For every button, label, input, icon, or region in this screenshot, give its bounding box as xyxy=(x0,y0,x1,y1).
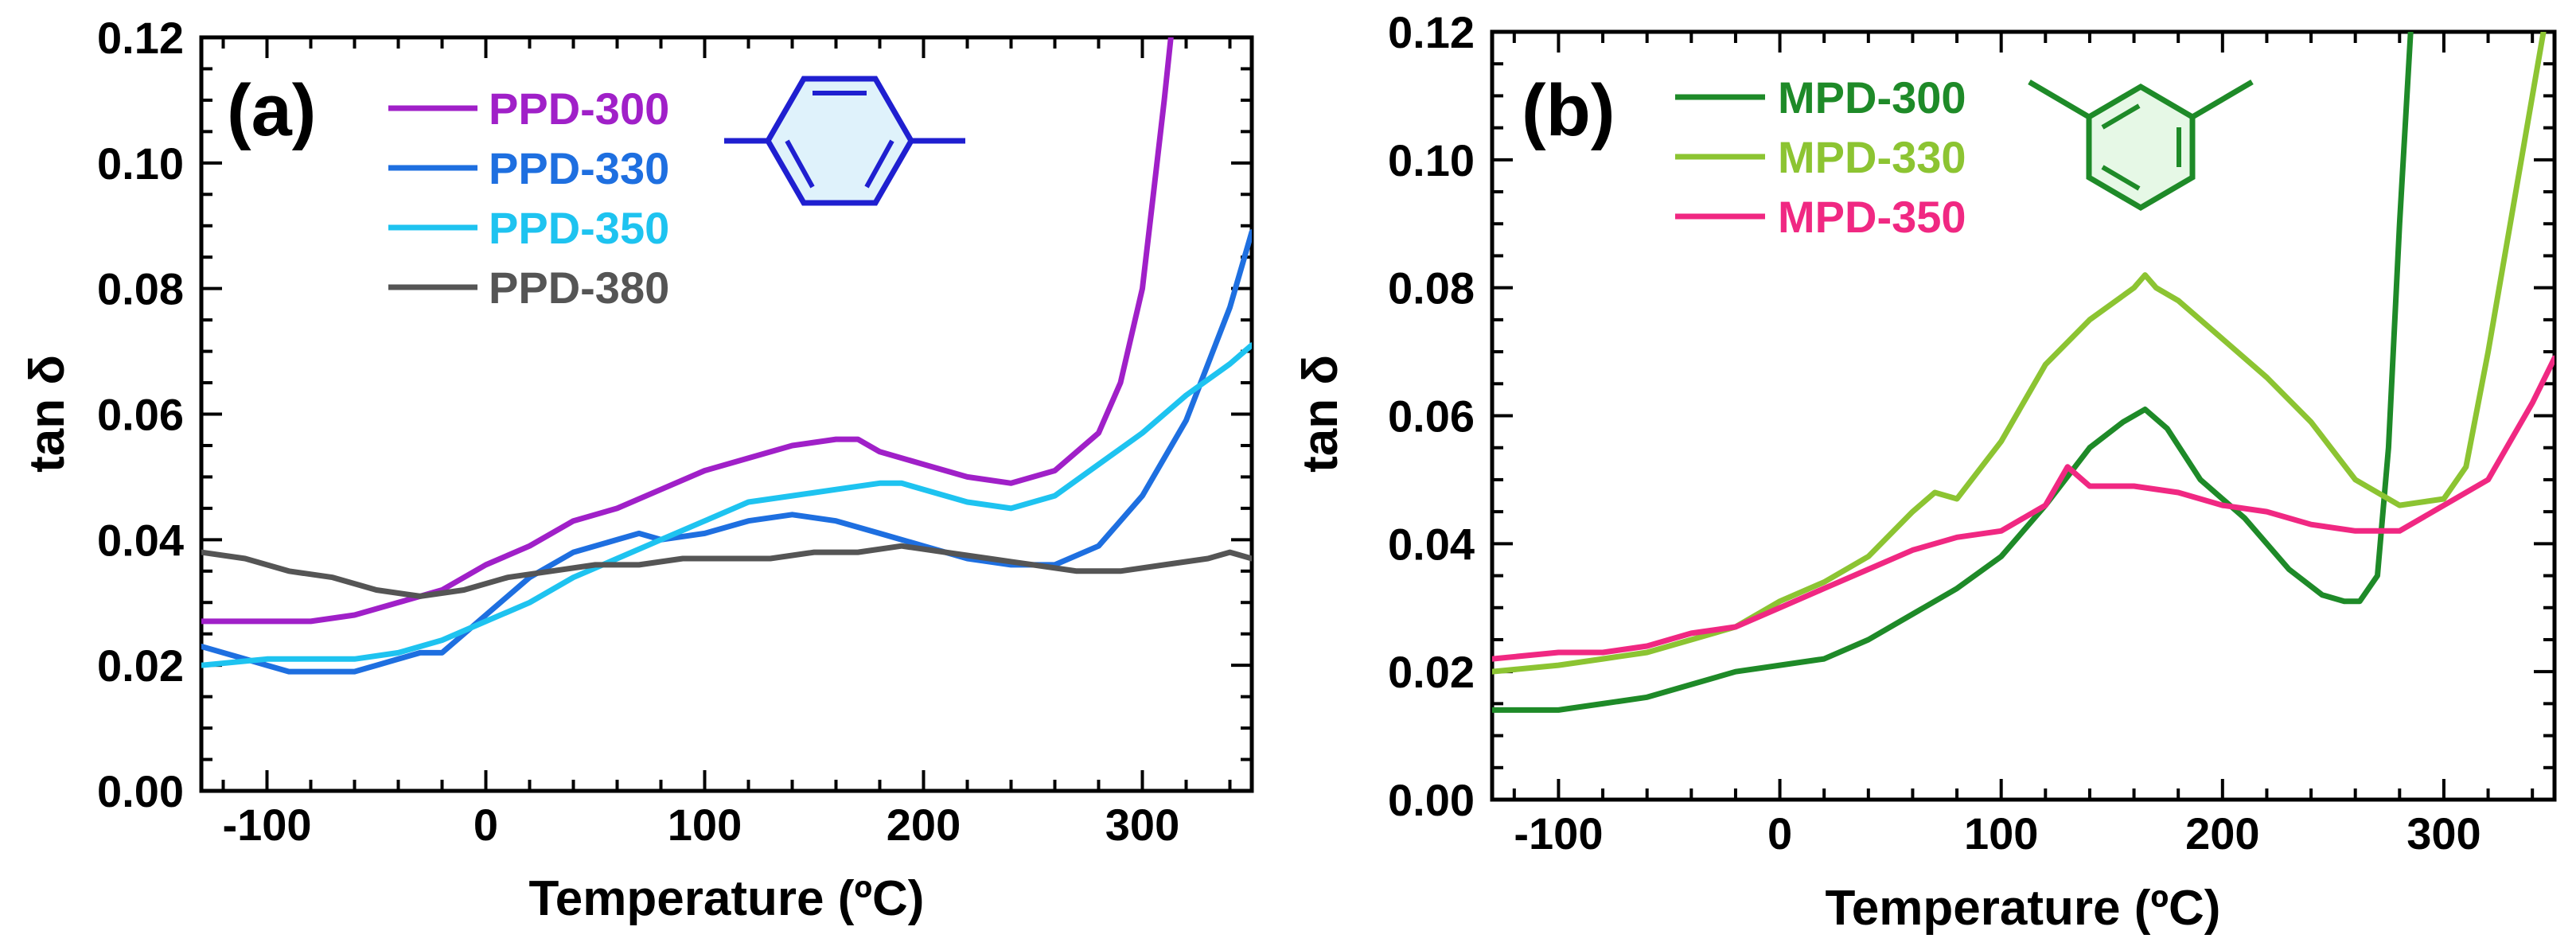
panel-a-legend: PPD-300 PPD-330 PPD-350 PPD-380 xyxy=(388,84,669,313)
panel-a-plot-frame xyxy=(199,35,1254,793)
panel-b-structure-ring xyxy=(2086,83,2196,212)
legend-label-mpd-300: MPD-300 xyxy=(1778,72,1966,123)
panel-b-structure-right-bond xyxy=(2191,79,2254,120)
panel-b-label: (b) xyxy=(1522,70,1615,151)
panel-b-y-tick-label: 0.12 xyxy=(1388,7,1475,57)
panel-b-legend: MPD-300 MPD-330 MPD-350 xyxy=(1675,72,1966,242)
panel-b-x-axis-title: Temperature (ºC) xyxy=(1826,881,2221,936)
panel-a-x-axis-title: Temperature (ºC) xyxy=(529,871,925,926)
panel-a-y-tick-label: 0.08 xyxy=(97,264,184,314)
panel-a-x-ticks xyxy=(221,37,1232,791)
series-line-ppd-300 xyxy=(201,37,1174,625)
panel-b-series-lines xyxy=(1492,32,2555,713)
panel-b-structure-double-bond xyxy=(2101,103,2141,130)
panel-b-structure-icon xyxy=(2028,79,2254,212)
series-line-ppd-330 xyxy=(201,229,1252,675)
series-line-mpd-350 xyxy=(1492,355,2555,662)
panel-b-y-tick-labels: 0.00 0.02 0.04 0.06 0.08 0.10 0.12 xyxy=(1388,7,1475,825)
series-line-ppd-380 xyxy=(201,543,1252,599)
panel-a-y-tick-label: 0.02 xyxy=(97,640,184,691)
panel-b-x-tick-label: 200 xyxy=(2185,808,2259,859)
panel-a-x-tick-label: -100 xyxy=(222,800,311,850)
panel-b-y-tick-label: 0.04 xyxy=(1388,519,1475,569)
panel-b-y-ticks xyxy=(1492,30,2555,801)
panel-a-structure-double-bond xyxy=(864,139,894,189)
series-line-mpd-300 xyxy=(1492,32,2414,713)
panel-a-label: (a) xyxy=(227,70,316,151)
panel-a-y-tick-label: 0.12 xyxy=(97,13,184,63)
panel-a-x-tick-label: 0 xyxy=(474,800,498,850)
panel-a-x-tick-labels: -100 0 100 200 300 xyxy=(222,800,1179,850)
legend-label-ppd-380: PPD-380 xyxy=(489,263,669,313)
panel-a-y-tick-label: 0.10 xyxy=(97,138,184,189)
panel-a: -100 0 100 200 300 0.000.020.040.060.080.100… xyxy=(20,13,1254,926)
panel-a-x-tick-label: 200 xyxy=(887,800,961,850)
panel-b-x-tick-label: -100 xyxy=(1514,808,1603,859)
legend-label-mpd-350: MPD-350 xyxy=(1778,192,1966,242)
panel-a-x-tick-label: 300 xyxy=(1105,800,1179,850)
panel-a-structure-double-bond xyxy=(785,139,815,189)
panel-b-y-axis-title: tan δ xyxy=(1293,355,1348,473)
panel-b-x-tick-label: 0 xyxy=(1767,808,1792,859)
panel-a-y-tick-label: 0.06 xyxy=(97,390,184,440)
panel-b-plot-frame xyxy=(1490,29,2557,802)
panel-a-y-axis-title: tan δ xyxy=(20,355,75,473)
panel-a-y-tick-label: 0.00 xyxy=(97,766,184,816)
legend-label-ppd-350: PPD-350 xyxy=(489,203,669,253)
panel-b-structure-left-bond xyxy=(2028,79,2091,120)
series-line-mpd-330 xyxy=(1492,32,2547,675)
panel-a-structure-icon xyxy=(724,76,965,206)
legend-label-mpd-330: MPD-330 xyxy=(1778,132,1966,182)
panel-b-y-tick-label: 0.10 xyxy=(1388,135,1475,185)
series-line-ppd-350 xyxy=(201,342,1252,668)
panel-b-structure-double-bond xyxy=(2101,165,2141,191)
panel-b-y-tick-label: 0.06 xyxy=(1388,391,1475,442)
panel-b: -100 0 100 200 300 0.000.020.040.060.080.100… xyxy=(1293,7,2557,936)
legend-label-ppd-330: PPD-330 xyxy=(489,143,669,193)
legend-label-ppd-300: PPD-300 xyxy=(489,84,669,134)
panel-b-y-tick-label: 0.08 xyxy=(1388,263,1475,313)
panel-b-x-tick-label: 100 xyxy=(1964,808,2038,859)
panel-a-y-ticks xyxy=(201,36,1252,792)
panel-a-y-tick-labels: 0.00 0.02 0.04 0.06 0.08 0.10 0.12 xyxy=(97,13,184,816)
panel-b-y-tick-label: 0.00 xyxy=(1388,775,1475,825)
panel-b-y-tick-label: 0.02 xyxy=(1388,647,1475,697)
panel-a-y-tick-label: 0.04 xyxy=(97,515,184,565)
panel-b-x-ticks xyxy=(1512,32,2535,800)
panel-a-series-lines xyxy=(201,37,1252,675)
panel-a-x-tick-label: 100 xyxy=(668,800,742,850)
panel-b-x-tick-labels: -100 0 100 200 300 xyxy=(1514,808,2481,859)
panel-b-x-tick-label: 300 xyxy=(2406,808,2481,859)
